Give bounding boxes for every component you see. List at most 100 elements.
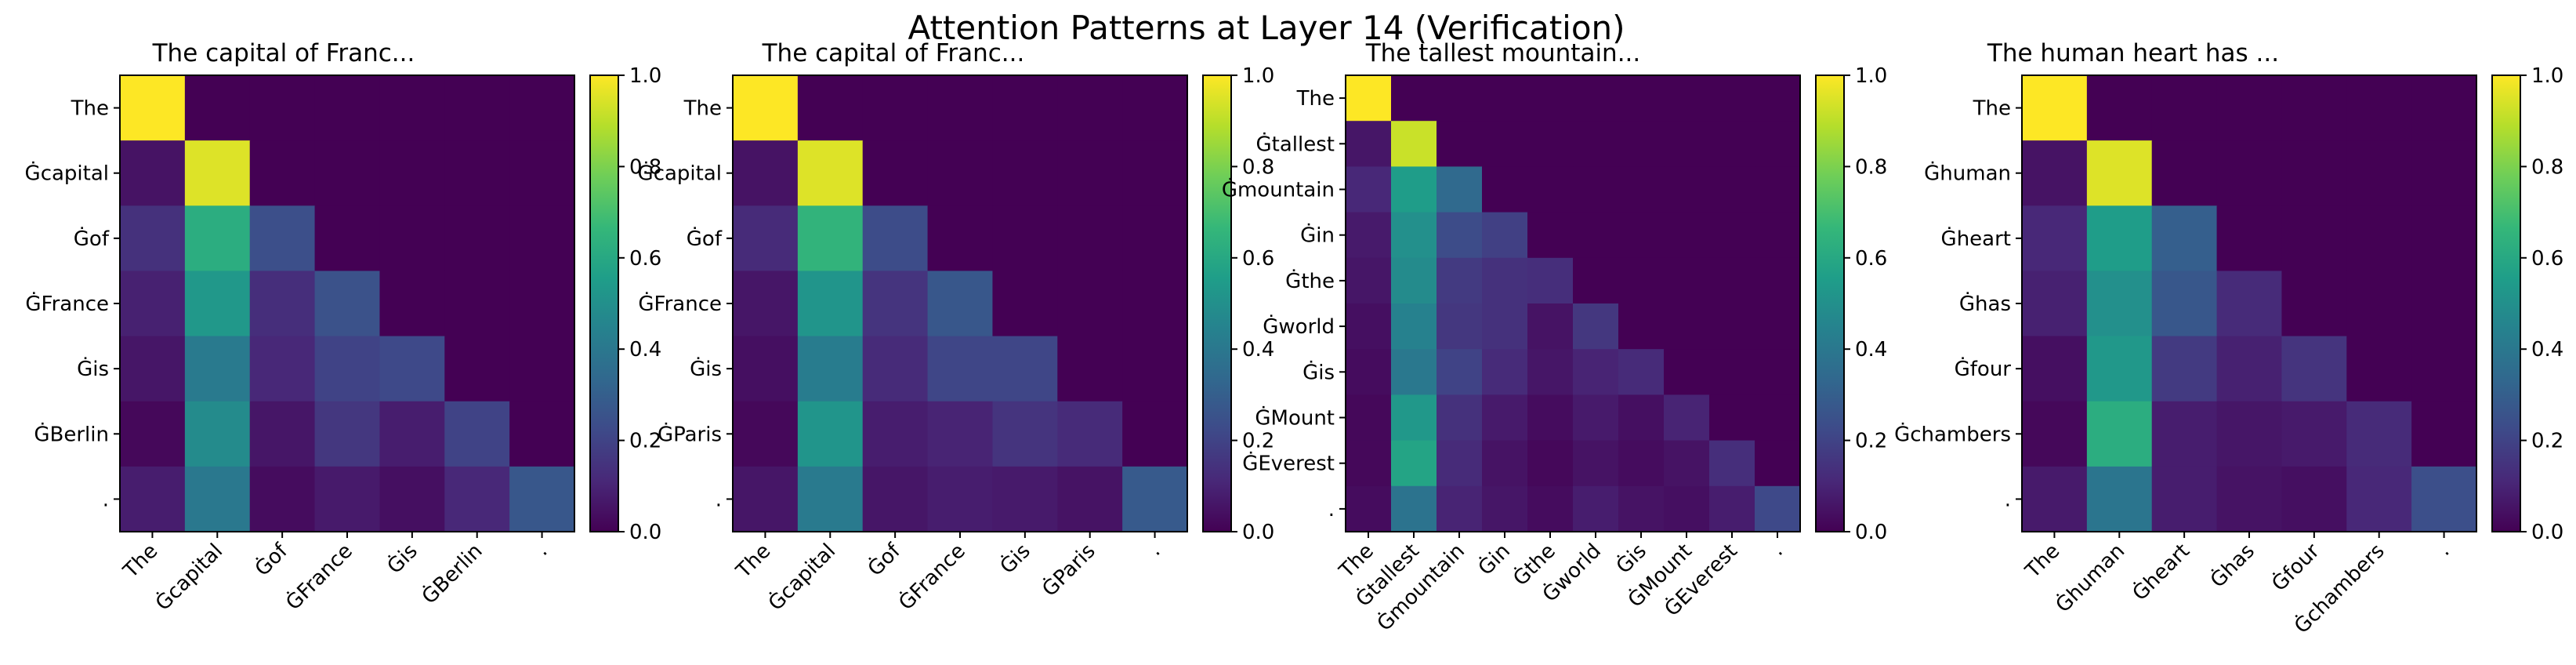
heatmap-cell [1057,336,1123,402]
heatmap-cell [1709,257,1755,304]
heatmap-cell [927,140,994,206]
colorbar-tick-label: 0.0 [629,521,661,544]
heatmap-cell [2281,205,2347,272]
heatmap-cell [1573,440,1619,487]
colorbar-tick-label: 0.8 [1242,155,1274,179]
y-tick-label: Ġis [77,356,109,381]
heatmap-cell [1122,140,1188,206]
heatmap-cell [1391,121,1437,167]
y-tick-label: Ġhas [1959,291,2011,316]
heatmap-cell [1437,75,1483,122]
heatmap-cell [2022,75,2088,141]
heatmap-cell [314,401,381,467]
y-tick-label: Ġheart [1941,226,2011,251]
heatmap-cell [1755,166,1801,213]
heatmap-cell [1346,257,1392,304]
heatmap-cell [1391,75,1437,122]
heatmap-cell [1709,349,1755,395]
heatmap-cell [1482,75,1528,122]
heatmap-cell [1664,212,1710,259]
y-tick-label: Ġchambers [1894,421,2011,446]
colorbar-tick-label: 0.8 [2531,155,2563,179]
heatmap-cell [1618,394,1665,442]
heatmap-cell [1346,75,1392,122]
heatmap-cell [1391,349,1437,395]
heatmap-cell [797,140,864,206]
heatmap-cell [1346,303,1392,350]
heatmap-cell [1057,140,1123,206]
x-tick-label: Ġis [1610,538,1651,579]
y-tick-label: The [683,97,722,121]
heatmap-cell [1346,394,1392,442]
heatmap-panel-2: The capital of Franc... TheĠcapitalĠofĠF… [638,39,1275,616]
heatmap-cell [992,140,1058,206]
heatmap-cell [1618,303,1665,350]
y-tick-label: . [2005,488,2011,511]
heatmap-cell [927,336,994,402]
x-tick-label: Ġof [249,538,292,581]
y-tick-label: Ġfour [1955,356,2012,381]
heatmap-cell [1527,303,1574,350]
heatmap-panel-4: The human heart has ... TheĠhumanĠheartĠ… [1894,39,2563,638]
heatmap-cell [1664,394,1710,442]
heatmap-cell [2411,401,2477,467]
x-tick-label: ĠParis [1037,538,1100,601]
heatmap-cell [733,75,799,141]
heatmap-cell [2022,271,2088,337]
heatmap-cell [862,401,929,467]
colorbar-tick-label: 0.6 [629,247,661,271]
heatmap-cell [1755,394,1801,442]
heatmap-cell [1618,121,1665,167]
heatmap-cell [992,336,1058,402]
heatmap-cell [1437,349,1483,395]
heatmap-cell [733,401,799,467]
heatmap-cell [927,401,994,467]
x-tick-label: Ġis [382,538,422,579]
heatmap-cell [1482,394,1528,442]
y-tick-label: Ġcapital [25,161,109,186]
heatmap-cell [927,466,994,532]
heatmap-cell [1618,166,1665,213]
y-tick-label: The [1973,97,2011,121]
heatmap-cell [2216,401,2283,467]
y-tick-label: . [1328,498,1335,521]
heatmap-cell [1346,121,1392,167]
heatmap-cell [2281,401,2347,467]
heatmap-cell [249,75,316,141]
heatmap-cell [2151,466,2218,532]
heatmap-cell [1437,440,1483,487]
heatmap-cell [1437,166,1483,213]
heatmap-cell [1664,257,1710,304]
heatmap-cell [992,271,1058,337]
heatmap-cell [1437,394,1483,442]
heatmap-cell [1391,440,1437,487]
heatmap-cell [184,140,251,206]
heatmap-cell [120,271,186,337]
heatmap-cell [1755,440,1801,487]
heatmap-cell [1618,440,1665,487]
x-tick-label: Ġfour [2266,538,2324,596]
heatmap-cell [1057,271,1123,337]
heatmap-cell [1573,485,1619,532]
colorbar-tick-label: 1.0 [1242,64,1274,88]
heatmap-cell [120,401,186,467]
y-tick-label: ĠMount [1255,405,1335,431]
heatmap-cell [733,271,799,337]
heatmap-cell [927,75,994,141]
heatmap-cell [1573,166,1619,213]
colorbar-tick-label: 0.6 [2531,247,2563,271]
colorbar-tick-label: 1.0 [629,64,661,88]
colorbar [2491,74,2521,532]
heatmap-cell [1573,303,1619,350]
y-tick-label: ĠFrance [638,291,722,316]
heatmap-cell [2022,140,2088,206]
heatmap-cells [733,75,1188,532]
heatmap-cell [1391,257,1437,304]
heatmap-cell [1391,394,1437,442]
heatmap-cell [2086,140,2153,206]
heatmap-cell [2022,466,2088,532]
heatmap-cell [862,140,929,206]
heatmap-cell [1482,257,1528,304]
heatmap-cell [1437,303,1483,350]
